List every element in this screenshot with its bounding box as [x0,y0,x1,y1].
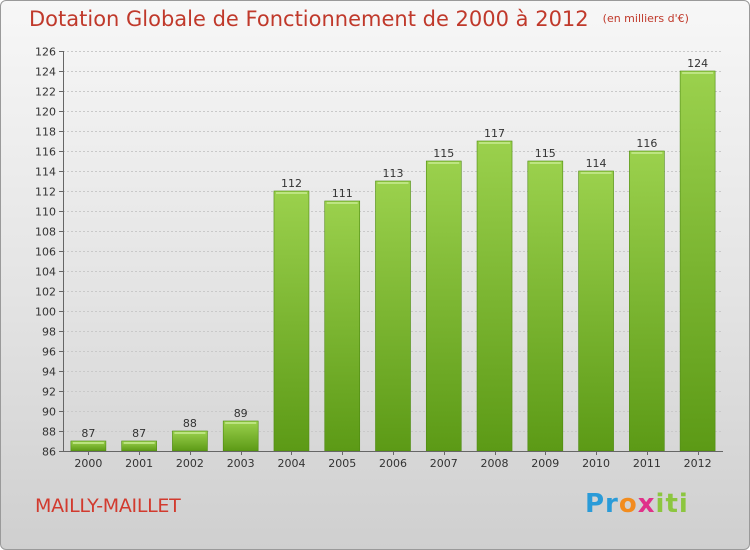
bar-highlight [174,432,206,434]
x-tick-label: 2007 [430,457,458,470]
logo-part: Pr [585,489,619,519]
data-label: 113 [383,167,404,180]
data-label: 115 [433,147,454,160]
x-tick-label: 2011 [633,457,661,470]
proxiti-logo[interactable]: Proxiti [585,489,689,519]
y-tick-label: 122 [35,86,56,99]
logo-part: o [618,489,638,519]
data-label: 117 [484,127,505,140]
data-label: 87 [81,427,95,440]
y-tick-label: 100 [35,306,56,319]
x-tick-label: 2004 [277,457,305,470]
y-tick-label: 106 [35,246,56,259]
y-tick-label: 98 [42,326,56,339]
data-label: 88 [183,417,197,430]
bar [527,160,564,452]
bar-highlight [326,202,358,204]
bar-highlight [479,142,511,144]
bar-highlight [225,422,257,424]
y-tick-label: 110 [35,206,56,219]
bar-highlight [428,162,460,164]
x-tick-label: 2008 [481,457,509,470]
title-text: Dotation Globale de Fonctionnement de 20… [29,7,589,31]
bar [425,160,462,452]
y-tick-label: 104 [35,266,56,279]
y-tick-label: 114 [35,166,56,179]
bar-highlight [72,442,104,444]
y-tick-label: 86 [42,446,56,459]
data-label: 111 [332,187,353,200]
y-tick-label: 96 [42,346,56,359]
bar-highlight [377,182,409,184]
bar [375,180,411,452]
x-tick-label: 2003 [227,457,255,470]
logo-part: iti [655,489,689,519]
unit-note: (en milliers d'€) [602,12,689,25]
y-tick-label: 108 [35,226,56,239]
bar-highlight [275,192,307,194]
bar-highlight [529,162,561,164]
bar [679,70,716,452]
y-tick-label: 88 [42,426,56,439]
bar [273,190,310,452]
data-label: 89 [234,407,248,420]
y-tick-label: 90 [42,406,56,419]
y-tick-label: 126 [35,46,56,59]
y-tick-label: 118 [35,126,56,139]
bar [222,420,259,452]
y-tick-label: 92 [42,386,56,399]
x-axis: 2000 2001 2002 2003 2004 2005 2006 2007 2008 2009… [63,451,723,470]
x-tick-label: 2006 [379,457,407,470]
y-tick-label: 94 [42,366,56,379]
bars: 87 87 88 89 112 111 113 115 117 115 114 116 124 [70,57,716,452]
bar [324,200,361,452]
commune-name: MAILLY-MAILLET [35,495,181,517]
y-tick-label: 112 [35,186,56,199]
y-tick-label: 116 [35,146,56,159]
bar-highlight [580,172,612,174]
x-tick-label: 2010 [582,457,610,470]
bar [629,150,665,452]
bar [578,170,614,452]
bar-highlight [123,442,155,444]
data-label: 124 [687,57,708,70]
x-tick-label: 2002 [176,457,204,470]
data-label: 112 [281,177,302,190]
x-tick-label: 2001 [125,457,153,470]
data-label: 114 [586,157,607,170]
data-label: 87 [132,427,146,440]
x-tick-label: 2012 [684,457,712,470]
y-tick-label: 124 [35,66,56,79]
data-label: 116 [636,137,657,150]
bar [476,140,513,452]
x-tick-label: 2009 [531,457,559,470]
x-tick-label: 2000 [74,457,102,470]
y-tick-label: 102 [35,286,56,299]
bar-highlight [631,152,663,154]
x-tick-label: 2005 [328,457,356,470]
logo-part: x [637,489,656,519]
y-tick-label: 120 [35,106,56,119]
y-axis: 86 88 90 92 94 96 98 100 102 104 106 108 110 112 114 11… [35,46,64,459]
bar-highlight [682,72,714,74]
data-label: 115 [535,147,556,160]
chart-title: Dotation Globale de Fonctionnement de 20… [29,7,689,31]
